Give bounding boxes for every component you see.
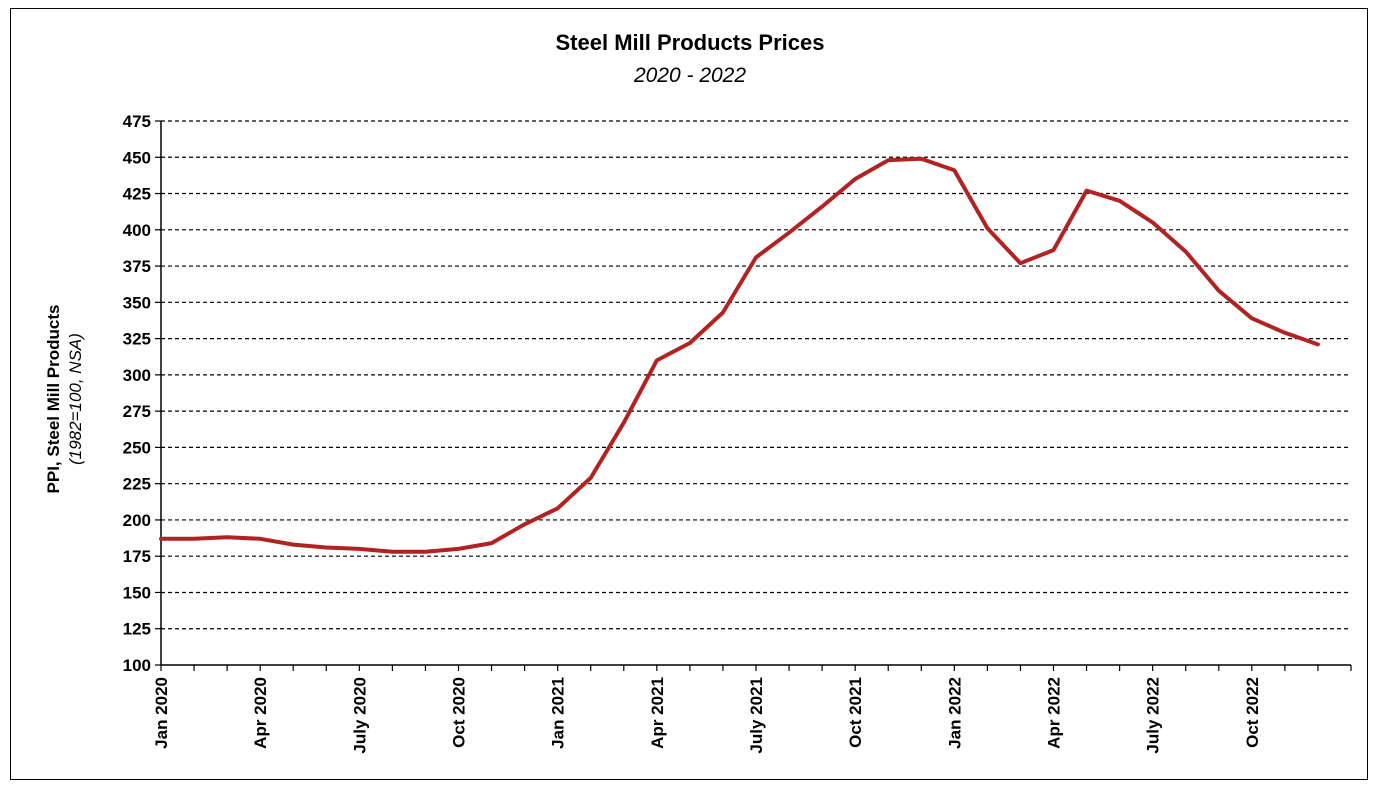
data-point [1316,342,1320,346]
x-tick-label: Apr 2020 [251,677,270,749]
data-point [754,255,758,259]
y-tick-label: 275 [123,402,151,421]
y-tick-label: 325 [123,330,151,349]
y-tick-label: 125 [123,620,151,639]
data-point [423,550,427,554]
data-point [820,205,824,209]
data-point [1184,250,1188,254]
data-point [457,547,461,551]
data-point [291,543,295,547]
axes [155,120,1352,671]
x-tick-label: July 2020 [350,677,369,754]
y-tick-label: 400 [123,221,151,240]
data-point [952,168,956,172]
y-tick-label: 350 [123,293,151,312]
series [159,156,1320,554]
data-point [523,522,527,526]
x-tick-label: Jan 2022 [945,677,964,749]
data-point [556,506,560,510]
y-tick-label: 200 [123,511,151,530]
data-point [390,550,394,554]
x-tick-label: July 2021 [747,677,766,754]
y-tick-label: 100 [123,656,151,675]
x-tick-label: Jan 2021 [549,677,568,749]
x-tick-label: Apr 2021 [648,677,667,749]
x-axis-tick-labels: Jan 2020 Apr 2020 July 2020 Oct 2020 Jan 202… [152,677,1262,754]
data-point [853,177,857,181]
data-point [225,535,229,539]
data-point [1018,261,1022,265]
x-tick-label: Apr 2022 [1045,677,1064,749]
data-point [655,358,659,362]
y-axis-title: PPI, Steel Mill Products (1982=100, NSA) [44,305,85,494]
x-tick-label: Jan 2020 [152,677,171,749]
y-axis-tick-labels: 100 125 150 175 200 225 250 275 300 325 350 375 400 4… [123,112,151,675]
y-tick-label: 175 [123,547,151,566]
y-tick-label: 250 [123,438,151,457]
y-axis-sublabel: (1982=100, NSA) [66,333,85,465]
data-point [1250,316,1254,320]
chart-frame: Steel Mill Products Prices 2020 - 2022 1… [10,8,1368,780]
data-point [985,226,989,230]
x-tick-label: Oct 2021 [846,677,865,748]
data-point [192,537,196,541]
y-tick-label: 450 [123,148,151,167]
data-point [688,341,692,345]
x-tick-label: Oct 2020 [450,677,469,748]
x-tick-label: Oct 2022 [1243,677,1262,748]
data-point [622,421,626,425]
y-tick-label: 425 [123,185,151,204]
ppi-series-line [159,156,1320,554]
data-point [159,537,163,541]
line-chart: Steel Mill Products Prices 2020 - 2022 1… [44,30,1352,754]
data-point [258,537,262,541]
data-point [1217,289,1221,293]
gridlines [161,120,1351,630]
data-point [787,231,791,235]
y-tick-label: 150 [123,583,151,602]
data-point [1118,199,1122,203]
data-point [1085,189,1089,193]
y-tick-label: 225 [123,475,151,494]
y-tick-label: 300 [123,366,151,385]
chart-subtitle: 2020 - 2022 [633,64,746,87]
data-point [886,158,890,162]
y-tick-label: 475 [123,112,151,131]
y-tick-label: 375 [123,257,151,276]
y-axis-label: PPI, Steel Mill Products [44,305,63,494]
data-point [589,476,593,480]
data-point [357,547,361,551]
data-point [324,545,328,549]
x-tick-label: July 2022 [1144,677,1163,754]
data-point [1151,221,1155,225]
data-point [721,310,725,314]
data-point [919,157,923,161]
data-point [1283,331,1287,335]
chart-title: Steel Mill Products Prices [556,30,825,55]
data-point [490,541,494,545]
data-point [1052,248,1056,252]
